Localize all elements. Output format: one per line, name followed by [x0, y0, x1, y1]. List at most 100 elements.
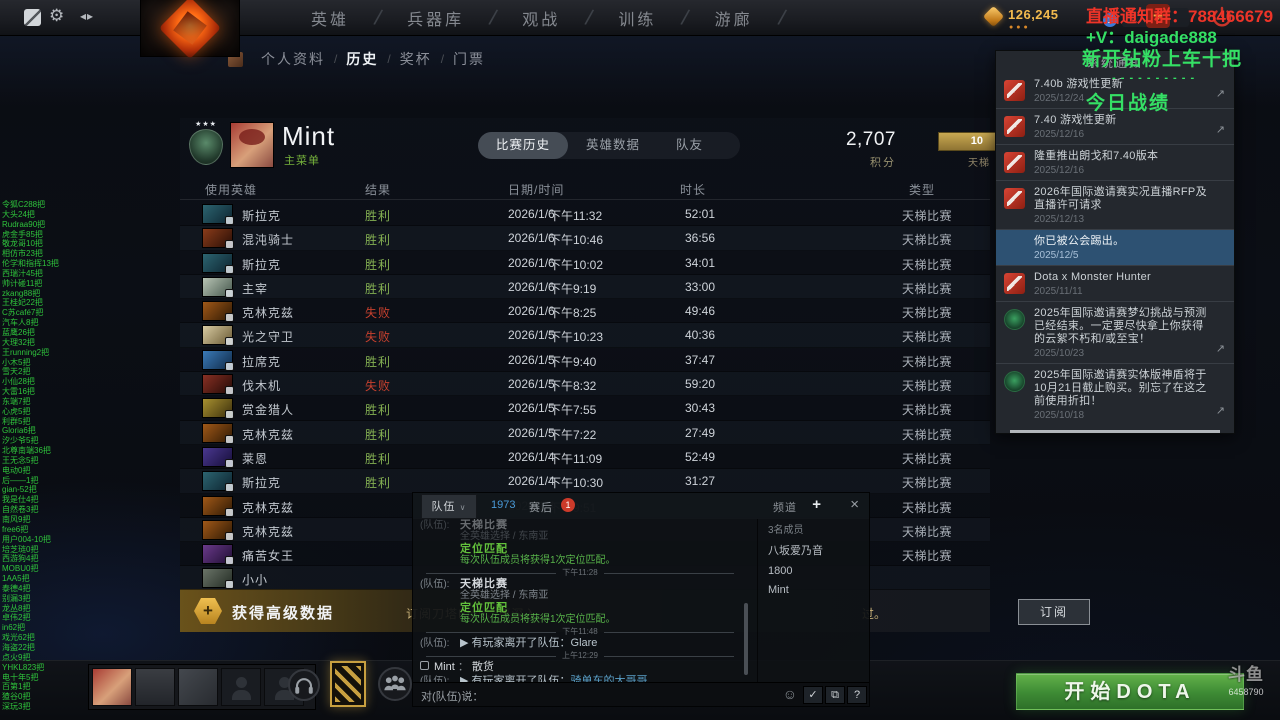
subnav-item-1[interactable]: 历史 — [346, 51, 379, 67]
table-row[interactable]: 斯拉克 胜利 2026/1/6 下午11:32 52:01 天梯比赛 — [180, 202, 990, 227]
table-row[interactable]: 拉席克 胜利 2026/1/5 下午9:40 37:47 天梯比赛 — [180, 348, 990, 373]
table-row[interactable]: 斯拉克 胜利 2026/1/6 下午10:02 34:01 天梯比赛 — [180, 251, 990, 275]
nav-item-2[interactable]: 观战 — [522, 12, 561, 29]
notification-item[interactable]: 隆重推出朗戈和7.40版本 2025/12/16 — [996, 144, 1234, 180]
view-all-button[interactable]: 查看全部 — [1010, 430, 1220, 433]
result-cell: 胜利 — [365, 209, 392, 223]
viewer-entry: 令狐C288把 — [2, 200, 46, 209]
currency-amount[interactable]: 126,245 — [1008, 7, 1059, 22]
hero-name-cell: 痛苦女王 — [242, 549, 295, 564]
chat-party-prefix: (队伍): — [420, 676, 450, 683]
table-row[interactable]: 赏金猎人 胜利 2026/1/5 下午7:55 30:43 天梯比赛 — [180, 396, 990, 421]
table-row[interactable]: 主宰 胜利 2026/1/6 下午9:19 33:00 天梯比赛 — [180, 274, 990, 300]
member-name[interactable]: 1800 — [768, 565, 793, 577]
party-avatar-1[interactable] — [92, 668, 132, 706]
subnav-item-0[interactable]: 个人资料 — [261, 51, 325, 67]
party-member-icon — [420, 661, 429, 670]
screenshot-icon[interactable]: ⧉ — [825, 686, 845, 704]
notification-item[interactable]: 2025年国际邀请赛梦幻挑战与预测已经结束。一定要尽快拿上你获得的云絮不朽和/或… — [996, 301, 1234, 363]
system-text: ▶ 有玩家离开了队伍：Glare — [460, 637, 598, 649]
tab-0[interactable]: 比赛历史 — [478, 132, 569, 159]
tab-1[interactable]: 英雄数据 — [586, 138, 641, 152]
channel-label: 频道 — [773, 502, 797, 514]
party-avatar-2[interactable] — [135, 668, 175, 706]
type-cell: 天梯比赛 — [902, 233, 953, 248]
add-friend-icon[interactable]: + — [1146, 4, 1170, 28]
tab-party-chat[interactable]: 队伍 ∨ — [421, 494, 477, 519]
table-row[interactable]: 莱恩 胜利 2026/1/4 下午11:09 52:49 天梯比赛 — [180, 445, 990, 470]
chat-input-bar[interactable]: 对(队伍)说： ☺ ✓ ⧉ ? — [413, 682, 869, 706]
viewer-entry: 大头24把 — [2, 209, 35, 219]
emoji-icon[interactable]: ☺ — [782, 686, 797, 702]
settings-gear-icon[interactable]: ⚙ — [49, 6, 65, 25]
player-link[interactable]: 骑单车的大哥哥 — [570, 675, 648, 683]
chat-system-message: (队伍): ▶ 有玩家离开了队伍：Glare — [420, 637, 740, 650]
tab-postgame[interactable]: 赛后 — [529, 502, 553, 514]
window-mode-icon[interactable] — [24, 9, 41, 26]
close-icon[interactable]: × — [850, 496, 859, 513]
subnav-item-3[interactable]: 门票 — [453, 51, 486, 67]
table-row[interactable]: 克林克兹 失败 2026/1/6 下午8:25 49:46 天梯比赛 — [180, 299, 990, 324]
hero-icon — [202, 495, 234, 517]
open-link-icon[interactable]: ↗ — [1215, 124, 1225, 136]
empty-party-slot[interactable] — [221, 668, 261, 706]
member-name[interactable]: Mint — [768, 584, 789, 596]
chat-player-name[interactable]: Mint — [434, 661, 455, 673]
party-people-button[interactable] — [378, 667, 412, 701]
result-cell: 胜利 — [365, 233, 392, 248]
member-name[interactable]: 八坂爱乃音 — [768, 545, 823, 557]
viewer-entry: 东端7把 — [2, 396, 31, 406]
chat-party-prefix: (队伍): — [420, 638, 450, 649]
store-icon[interactable] — [1165, 8, 1189, 27]
dota-logo[interactable] — [140, 0, 240, 60]
power-exit-icon[interactable] — [1210, 5, 1234, 29]
table-row[interactable]: 光之守卫 失败 2026/1/5 下午10:23 40:36 天梯比赛 — [180, 323, 990, 348]
table-row[interactable]: 伐木机 失败 2026/1/5 下午8:32 59:20 天梯比赛 — [180, 372, 990, 397]
notification-item[interactable]: Dota x Monster Hunter 2025/11/11 — [996, 265, 1234, 301]
table-row[interactable]: 斯拉克 胜利 2026/1/4 下午10:30 31:27 天梯比赛 — [180, 469, 990, 494]
party-avatar-3[interactable] — [178, 668, 218, 706]
notification-item[interactable]: 2025年国际邀请赛实体版神盾将于10月21日截止购买。别忘了在这之前使用折扣！… — [996, 363, 1234, 425]
rank-stars: ★★★ — [195, 121, 217, 128]
add-channel-icon[interactable]: + — [812, 496, 821, 513]
nav-item-0[interactable]: 英雄 — [311, 12, 350, 29]
subscribe-button[interactable]: 订阅 — [1018, 599, 1090, 625]
hero-role-badge — [225, 288, 234, 298]
table-row[interactable]: 克林克兹 胜利 2026/1/5 下午7:22 27:49 天梯比赛 — [180, 420, 990, 445]
chat-scrollbar[interactable] — [744, 603, 748, 675]
result-cell: 胜利 — [365, 451, 392, 466]
notification-item[interactable]: 7.40b 游戏性更新 2025/12/24 ↗ — [996, 73, 1234, 108]
subnav-item-2[interactable]: 奖杯 — [399, 51, 432, 67]
notification-count-badge: 1 — [1103, 13, 1117, 27]
hero-role-badge — [225, 580, 234, 590]
nav-item-3[interactable]: 训练 — [618, 12, 657, 29]
inventory-icon[interactable] — [1122, 8, 1152, 27]
play-dota-button[interactable]: 开始DOTA — [1016, 673, 1244, 710]
viewer-entry: 敬龙哥10把 — [2, 239, 43, 249]
chat-timestamp-divider: 上午12:29 — [420, 651, 740, 661]
nav-item-4[interactable]: 游廊 — [714, 12, 753, 29]
tab-2[interactable]: 队友 — [676, 138, 704, 152]
voice-headset-button[interactable] — [288, 669, 320, 701]
duration-cell: 30:43 — [684, 401, 715, 416]
dota-logo-icon — [1004, 152, 1025, 173]
notification-item[interactable]: 2026年国际邀请赛实况直播RFP及直播许可请求 2025/12/13 — [996, 180, 1234, 229]
notification-item[interactable]: 7.40 游戏性更新 2025/12/16 ↗ — [996, 108, 1234, 144]
open-link-icon[interactable]: ↗ — [1215, 405, 1225, 417]
guild-banner-icon[interactable] — [330, 661, 366, 707]
nav-item-1[interactable]: 兵器库 — [407, 12, 465, 29]
viewer-entry: 点火9把 — [2, 652, 31, 662]
open-link-icon[interactable]: ↗ — [1215, 343, 1225, 355]
hero-role-badge — [225, 216, 234, 225]
help-icon[interactable]: ? — [847, 686, 867, 704]
confirm-check-icon[interactable]: ✓ — [803, 686, 823, 704]
table-row[interactable]: 混沌骑士 胜利 2026/1/6 下午10:46 36:56 天梯比赛 — [180, 226, 990, 251]
player-avatar[interactable] — [230, 122, 274, 168]
tab-mmr-channel[interactable]: 1973 — [491, 499, 516, 511]
notification-item[interactable]: 你已被公会踢出。 2025/12/5 — [996, 229, 1234, 265]
match-type-title: 天梯比赛 — [460, 519, 508, 531]
open-link-icon[interactable]: ↗ — [1215, 88, 1225, 100]
notification-date: 2025/12/24 — [1034, 93, 1085, 104]
audio-toggle-icon[interactable]: ◂▸ — [80, 9, 95, 23]
viewer-entry: 西瑞汁45把 — [2, 268, 43, 278]
